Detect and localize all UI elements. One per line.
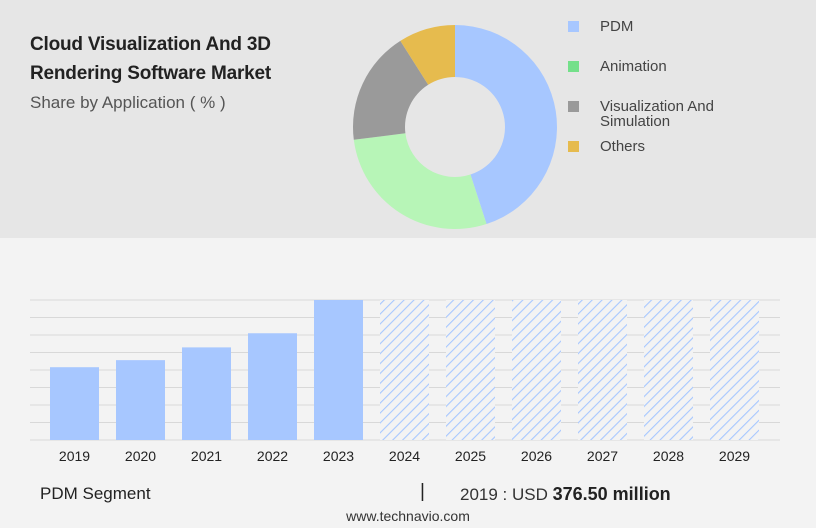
x-tick-label-2021: 2021: [191, 448, 222, 464]
donut-segment-animation: [353, 133, 487, 230]
x-tick-label-2020: 2020: [125, 448, 156, 464]
forecast-bar-2028: [644, 300, 693, 440]
bar-chart: 2019 2020 2021 2022 2023 2024 2025 2026 2027 2028…: [30, 299, 780, 464]
x-tick-label-2029: 2029: [719, 448, 750, 464]
bar-2019: [50, 367, 99, 440]
bar-2020: [116, 360, 165, 440]
x-tick-label-2028: 2028: [653, 448, 684, 464]
legend-item-pdm: PDM: [568, 16, 780, 34]
legend-swatch-animation: [568, 61, 579, 72]
legend-swatch-others: [568, 141, 579, 152]
chart-title: Cloud Visualization And 3D Rendering Sof…: [30, 34, 271, 84]
x-tick-label-2024: 2024: [389, 448, 420, 464]
donut-segment-others: [400, 25, 455, 85]
donut-chart: [353, 25, 558, 230]
bar-2022: [248, 333, 297, 440]
legend-swatch-visualization: [568, 101, 579, 112]
legend-item-animation: Animation: [568, 56, 780, 74]
forecast-bar-2025: [446, 300, 495, 440]
legend-swatch-pdm: [568, 21, 579, 32]
footer-segment: PDM Segment: [40, 484, 151, 503]
legend-label-animation: Animation: [600, 58, 667, 75]
forecast-bar-2027: [578, 300, 627, 440]
footer-value: 2019 : USD 376.50 million: [460, 484, 671, 505]
legend-label-pdm: PDM: [600, 18, 634, 35]
forecast-bar-2026: [512, 300, 561, 440]
donut-segment-pdm: [455, 25, 558, 225]
legend-item-visualization: Visualization And Simulation: [568, 96, 780, 129]
legend-item-others: Others: [568, 136, 780, 154]
bar-2021: [182, 347, 231, 440]
x-tick-label-2027: 2027: [587, 448, 618, 464]
chart-subtitle: Share by Application ( % ): [30, 93, 226, 112]
legend-label-visualization: Visualization And Simulation: [600, 98, 714, 130]
x-tick-label-2019: 2019: [59, 448, 90, 464]
footer-divider: |: [420, 481, 425, 502]
x-tick-label-2025: 2025: [455, 448, 486, 464]
x-tick-label-2026: 2026: [521, 448, 552, 464]
source-url: www.technavio.com: [346, 508, 470, 524]
legend-label-others: Others: [600, 138, 646, 155]
bar-2023: [314, 300, 363, 440]
footer-value-prefix: 2019 : USD: [460, 485, 548, 504]
bars: [50, 300, 759, 440]
footer-value-amount: 376.50 million: [552, 484, 671, 504]
x-tick-label-2022: 2022: [257, 448, 288, 464]
forecast-bar-2029: [710, 300, 759, 440]
x-tick-label-2023: 2023: [323, 448, 354, 464]
donut-segment-visualization-and-simulation: [353, 40, 429, 140]
x-tick-labels: 2019 2020 2021 2022 2023 2024 2025 2026 2027 2028…: [59, 448, 750, 464]
forecast-bar-2024: [380, 300, 429, 440]
